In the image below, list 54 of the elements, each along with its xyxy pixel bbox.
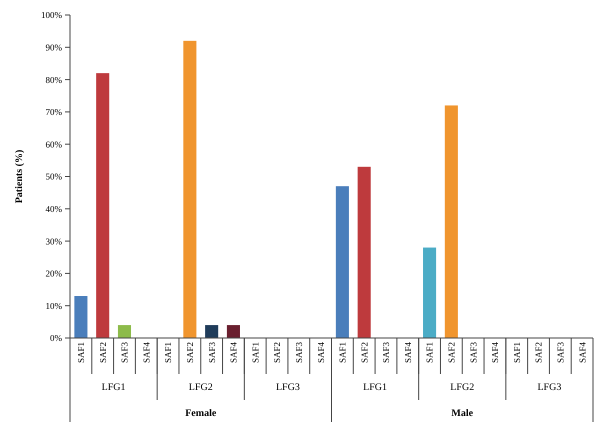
text: Female xyxy=(185,408,217,419)
x-tick-label: SAF2 xyxy=(446,342,457,364)
bar xyxy=(444,105,458,338)
y-tick-label: 0% xyxy=(50,333,62,344)
x-tick-label: SAF4 xyxy=(141,342,152,364)
text: LFG3 xyxy=(276,382,300,393)
y-tick-label: 60% xyxy=(46,139,62,150)
x-tick-label: SAF2 xyxy=(272,342,282,364)
text: Male xyxy=(451,408,474,419)
y-tick-label: 70% xyxy=(46,107,62,118)
y-tick-label: 90% xyxy=(46,42,62,52)
x-tick-label: SAF2 xyxy=(185,342,196,364)
y-tick-label: 80% xyxy=(46,74,62,85)
x-tick-label: SAF2 xyxy=(359,342,370,364)
text: LFG2 xyxy=(188,382,213,393)
bar xyxy=(358,166,371,338)
bar xyxy=(336,186,349,338)
x-tick-label: SAF3 xyxy=(555,342,566,364)
x-tick-label: SAF4 xyxy=(490,342,500,364)
x-tick-label: SAF2 xyxy=(534,342,544,364)
x-tick-label: SAF1 xyxy=(338,342,348,364)
y-tick-label: 10% xyxy=(46,300,62,311)
x-tick-label: SAF4 xyxy=(577,342,588,364)
bar xyxy=(96,73,110,338)
y-axis-title: Patients (%) xyxy=(14,150,25,204)
text: LFG1 xyxy=(102,382,126,393)
y-tick-label: 100% xyxy=(41,10,62,20)
y-tick-label: 20% xyxy=(46,268,62,279)
x-tick-label: SAF1 xyxy=(76,342,86,364)
bar xyxy=(183,40,196,338)
text: LFG2 xyxy=(450,382,474,393)
bar xyxy=(74,296,88,338)
x-tick-label: SAF1 xyxy=(163,342,174,364)
x-tick-label: SAF3 xyxy=(206,342,217,364)
x-tick-label: SAF3 xyxy=(294,342,304,364)
x-tick-label: SAF2 xyxy=(98,342,108,364)
bar xyxy=(226,325,240,338)
bar xyxy=(423,248,436,338)
x-tick-label: SAF4 xyxy=(316,342,326,364)
x-tick-label: SAF3 xyxy=(468,342,478,364)
y-tick-label: 30% xyxy=(46,236,62,246)
bar xyxy=(118,325,132,338)
x-tick-label: SAF3 xyxy=(120,342,130,364)
y-tick-label: 40% xyxy=(46,204,62,214)
y-tick-label: 50% xyxy=(46,172,62,182)
x-tick-label: SAF4 xyxy=(228,342,239,364)
text: LFG1 xyxy=(363,382,388,393)
x-tick-label: SAF1 xyxy=(250,342,260,364)
text: LFG3 xyxy=(537,382,562,393)
x-tick-label: SAF1 xyxy=(512,342,522,364)
x-tick-label: SAF1 xyxy=(424,342,435,364)
x-tick-label: SAF4 xyxy=(402,342,413,364)
x-tick-label: SAF3 xyxy=(381,342,392,364)
bar xyxy=(205,325,218,338)
